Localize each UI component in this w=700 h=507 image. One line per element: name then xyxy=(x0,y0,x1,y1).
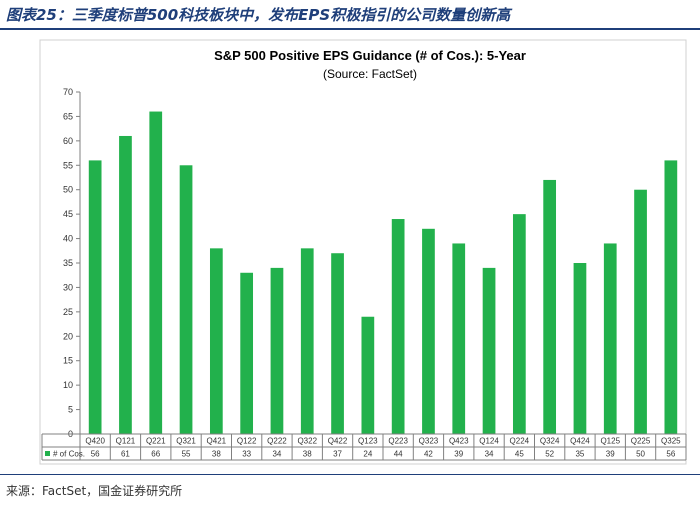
x-tick-label: Q124 xyxy=(479,437,499,446)
bar xyxy=(300,248,314,434)
bar xyxy=(603,243,617,434)
bar xyxy=(209,248,223,434)
x-tick-label: Q122 xyxy=(237,437,257,446)
chart-title: S&P 500 Positive EPS Guidance (# of Cos.… xyxy=(214,48,526,63)
x-tick-label: Q324 xyxy=(540,437,560,446)
data-table-value: 33 xyxy=(242,450,251,459)
y-tick-label: 65 xyxy=(63,111,73,121)
data-table-value: 35 xyxy=(575,450,584,459)
y-tick-label: 60 xyxy=(63,136,73,146)
x-tick-label: Q222 xyxy=(267,437,287,446)
x-tick-label: Q121 xyxy=(116,437,136,446)
bar xyxy=(119,135,132,434)
data-table-value: 34 xyxy=(485,450,494,459)
bars xyxy=(88,111,678,435)
bar xyxy=(391,219,405,434)
x-tick-label: Q323 xyxy=(419,437,439,446)
bar xyxy=(422,228,435,434)
y-tick-label: 70 xyxy=(63,87,73,97)
data-table-value: 50 xyxy=(636,450,645,459)
data-table-value: 38 xyxy=(212,450,221,459)
data-table-value: 42 xyxy=(424,450,433,459)
x-tick-label: Q325 xyxy=(661,437,681,446)
x-tick-label: Q422 xyxy=(328,437,348,446)
x-tick-label: Q221 xyxy=(146,437,166,446)
bar xyxy=(179,165,193,434)
bar xyxy=(270,267,284,434)
legend-swatch xyxy=(45,451,50,456)
data-table-value: 56 xyxy=(666,450,675,459)
bar xyxy=(543,179,557,434)
chart-subtitle: (Source: FactSet) xyxy=(323,67,417,81)
x-tick-label: Q421 xyxy=(207,437,227,446)
data-table-value: 38 xyxy=(303,450,312,459)
y-tick-label: 10 xyxy=(63,380,73,390)
y-tick-label: 30 xyxy=(63,282,73,292)
y-tick-label: 55 xyxy=(63,160,73,170)
y-tick-label: 25 xyxy=(63,307,73,317)
x-tick-label: Q224 xyxy=(510,437,530,446)
y-tick-label: 45 xyxy=(63,209,73,219)
bar xyxy=(149,111,163,435)
bar xyxy=(634,189,647,434)
bar xyxy=(240,272,254,434)
bar xyxy=(361,316,375,434)
data-table-value: 55 xyxy=(182,450,191,459)
data-table-value: 44 xyxy=(394,450,403,459)
x-tick-label: Q322 xyxy=(297,437,317,446)
data-table-value: 52 xyxy=(545,450,554,459)
data-table-value: 34 xyxy=(272,450,281,459)
x-tick-label: Q123 xyxy=(358,437,378,446)
x-tick-label: Q423 xyxy=(449,437,469,446)
chart-container: S&P 500 Positive EPS Guidance (# of Cos.… xyxy=(0,38,700,468)
data-table-value: 37 xyxy=(333,450,342,459)
y-tick-label: 40 xyxy=(63,234,73,244)
x-tick-label: Q225 xyxy=(631,437,651,446)
bar xyxy=(664,160,678,434)
data-table-value: 39 xyxy=(454,450,463,459)
data-table-value: 56 xyxy=(91,450,100,459)
y-tick-label: 50 xyxy=(63,185,73,195)
y-tick-label: 20 xyxy=(63,331,73,341)
x-tick-label: Q424 xyxy=(570,437,590,446)
bar xyxy=(482,267,496,434)
legend-entry: # of Cos. xyxy=(53,450,85,459)
data-table-value: 39 xyxy=(606,450,615,459)
bar xyxy=(512,214,526,434)
data-table-value: 61 xyxy=(121,450,130,459)
bottom-rule xyxy=(0,474,700,475)
x-tick-label: Q223 xyxy=(388,437,408,446)
y-tick-label: 15 xyxy=(63,356,73,366)
bar-chart: S&P 500 Positive EPS Guidance (# of Cos.… xyxy=(39,39,687,465)
bar xyxy=(573,263,587,434)
caption-rule xyxy=(0,28,700,30)
y-tick-label: 35 xyxy=(63,258,73,268)
data-table-value: 24 xyxy=(363,450,372,459)
x-tick-label: Q321 xyxy=(176,437,196,446)
x-tick-label: Q420 xyxy=(85,437,105,446)
figure-caption: 图表25：三季度标普500科技板块中，发布EPS积极指引的公司数量创新高 xyxy=(6,6,511,24)
data-table-value: 66 xyxy=(151,450,160,459)
y-tick-label: 5 xyxy=(68,405,73,415)
x-tick-label: Q125 xyxy=(600,437,620,446)
bar xyxy=(331,253,344,434)
bar xyxy=(88,160,102,434)
data-table-value: 45 xyxy=(515,450,524,459)
source-note: 来源：FactSet，国金证券研究所 xyxy=(6,484,183,498)
bar xyxy=(452,243,466,434)
data-table: # of Cos.Q420 56 Q121 61 Q221 66 Q321 55 Q421 38 Q… xyxy=(41,433,687,461)
